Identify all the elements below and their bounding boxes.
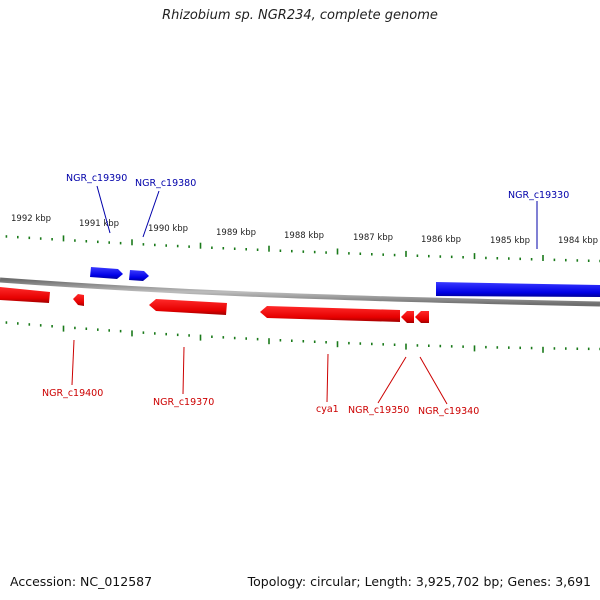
scale-ticks-reverse	[5, 321, 600, 353]
gene-label-leader	[419, 356, 448, 405]
map-title: Rhizobium sp. NGR234, complete genome	[162, 8, 438, 23]
gene-label-ngr-c19370[interactable]: NGR_c19370	[153, 397, 214, 408]
gene-arrow-ngr-c19380[interactable]	[129, 270, 149, 281]
scale-label: 1985 kbp	[490, 236, 530, 246]
accession-text: Accession: NC_012587	[10, 574, 153, 589]
gene-label-leader	[71, 339, 75, 386]
gene-label-ngr-c19350[interactable]: NGR_c19350	[348, 405, 409, 416]
scale-label: 1986 kbp	[421, 235, 461, 245]
scale-label: 1991 kbp	[79, 219, 119, 229]
gene-label-leader	[96, 185, 111, 234]
gene-label-leader	[326, 353, 329, 403]
scale-label: 1987 kbp	[353, 233, 393, 243]
gene-arrow-cya1[interactable]	[260, 306, 400, 322]
gene-bar-ngr-c19400[interactable]	[0, 287, 50, 303]
gene-label-ngr-c19340[interactable]: NGR_c19340	[418, 406, 479, 417]
genome-summary-text: Topology: circular; Length: 3,925,702 bp…	[247, 574, 591, 589]
scale-label: 1992 kbp	[11, 214, 51, 224]
gene-label-leader	[182, 346, 185, 395]
gene-label-cya1[interactable]: cya1	[316, 404, 339, 415]
gene-label-ngr-c19400[interactable]: NGR_c19400	[42, 388, 103, 399]
gene-arrow-ngr-c19350[interactable]	[401, 311, 414, 323]
scale-label: 1989 kbp	[216, 228, 256, 238]
scale-label: 1984 kbp	[558, 236, 598, 246]
scale-label: 1990 kbp	[148, 224, 188, 234]
gene-bar-ngr-c19330[interactable]	[436, 282, 600, 297]
gene-label-ngr-c19380[interactable]: NGR_c19380	[135, 178, 196, 189]
gene-label-ngr-c19330[interactable]: NGR_c19330	[508, 190, 569, 201]
gene-arrow-ngr-c19390[interactable]	[90, 267, 123, 279]
scale-label: 1988 kbp	[284, 231, 324, 241]
genome-backbone	[0, 277, 600, 307]
gene-arrow-ngr-c19370[interactable]	[149, 299, 227, 315]
gene-label-leader	[142, 190, 160, 238]
gene-label-ngr-c19390[interactable]: NGR_c19390	[66, 173, 127, 184]
gene-arrow-ngr-c19340[interactable]	[415, 311, 429, 323]
scale-ticks-forward	[5, 235, 600, 263]
gene-label-leader	[377, 356, 407, 404]
gene-arrow-ngr-c19400[interactable]	[73, 294, 84, 306]
